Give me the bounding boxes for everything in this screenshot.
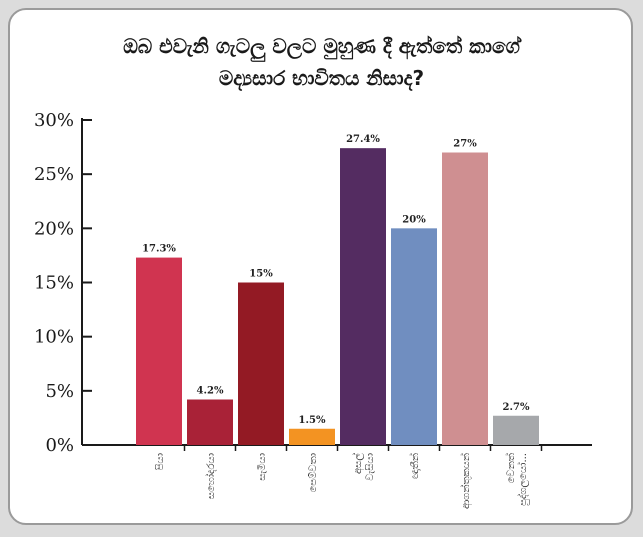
x-category-group: සැමියා bbox=[257, 453, 268, 481]
bar bbox=[340, 148, 386, 445]
y-tick-label: 25% bbox=[34, 164, 74, 185]
x-category-group: අසල් වැසියා bbox=[351, 453, 376, 481]
bar bbox=[493, 415, 539, 445]
data-label: 15% bbox=[249, 269, 273, 280]
x-category-group: පෙම්වතා bbox=[307, 453, 319, 492]
bar bbox=[289, 428, 335, 445]
data-label: 27.4% bbox=[346, 134, 380, 145]
x-category-group: සහෝදරයා bbox=[204, 453, 217, 499]
bar bbox=[187, 399, 233, 445]
y-tick-label: 0% bbox=[45, 435, 74, 456]
data-label: 20% bbox=[402, 214, 426, 225]
chart-title-line-2: මද්‍යසාර භාවිතය නිසාද? bbox=[218, 66, 425, 90]
y-tick-label: 15% bbox=[34, 273, 74, 294]
bar bbox=[238, 282, 284, 445]
bar bbox=[442, 152, 488, 445]
x-category-group: ආගන්තුකයන් bbox=[459, 453, 472, 509]
x-category-group: වෙනත් පුද්ගලයෝ... bbox=[504, 453, 529, 506]
x-category-group: ඥාතීන් bbox=[408, 453, 421, 479]
y-tick-label: 5% bbox=[45, 381, 74, 402]
bar bbox=[136, 257, 182, 445]
chart-title-line-1: ඔබ එවැනි ගැටලු වලට මුහුණ දී ඇත්තේ කාගේ bbox=[123, 34, 520, 58]
x-category-label: පියා bbox=[155, 453, 166, 470]
data-label: 4.2% bbox=[197, 386, 224, 397]
data-label: 17.3% bbox=[142, 244, 176, 255]
chart-title: ඔබ එවැනි ගැටලු වලට මුහුණ දී ඇත්තේ කාගේ ම… bbox=[0, 30, 643, 94]
x-category-label: ආගන්තුකයන් bbox=[459, 453, 472, 509]
x-category-label: අසල් bbox=[351, 453, 364, 474]
x-category-label: වැසියා bbox=[365, 453, 376, 481]
data-label: 1.5% bbox=[299, 415, 326, 426]
x-category-label: පුද්ගලයෝ... bbox=[516, 453, 529, 506]
data-label: 2.7% bbox=[503, 402, 530, 413]
y-tick-label: 30% bbox=[34, 110, 74, 131]
data-label: 27% bbox=[453, 139, 477, 150]
y-tick-label: 10% bbox=[34, 327, 74, 348]
y-tick-label: 20% bbox=[34, 218, 74, 239]
x-category-label: ඥාතීන් bbox=[408, 453, 421, 479]
x-category-group: පියා bbox=[155, 453, 166, 470]
bar bbox=[391, 228, 437, 445]
x-category-label: සැමියා bbox=[257, 453, 268, 481]
x-category-label: වෙනත් bbox=[504, 453, 517, 483]
x-category-label: සහෝදරයා bbox=[204, 453, 217, 499]
x-category-label: පෙම්වතා bbox=[307, 453, 319, 492]
